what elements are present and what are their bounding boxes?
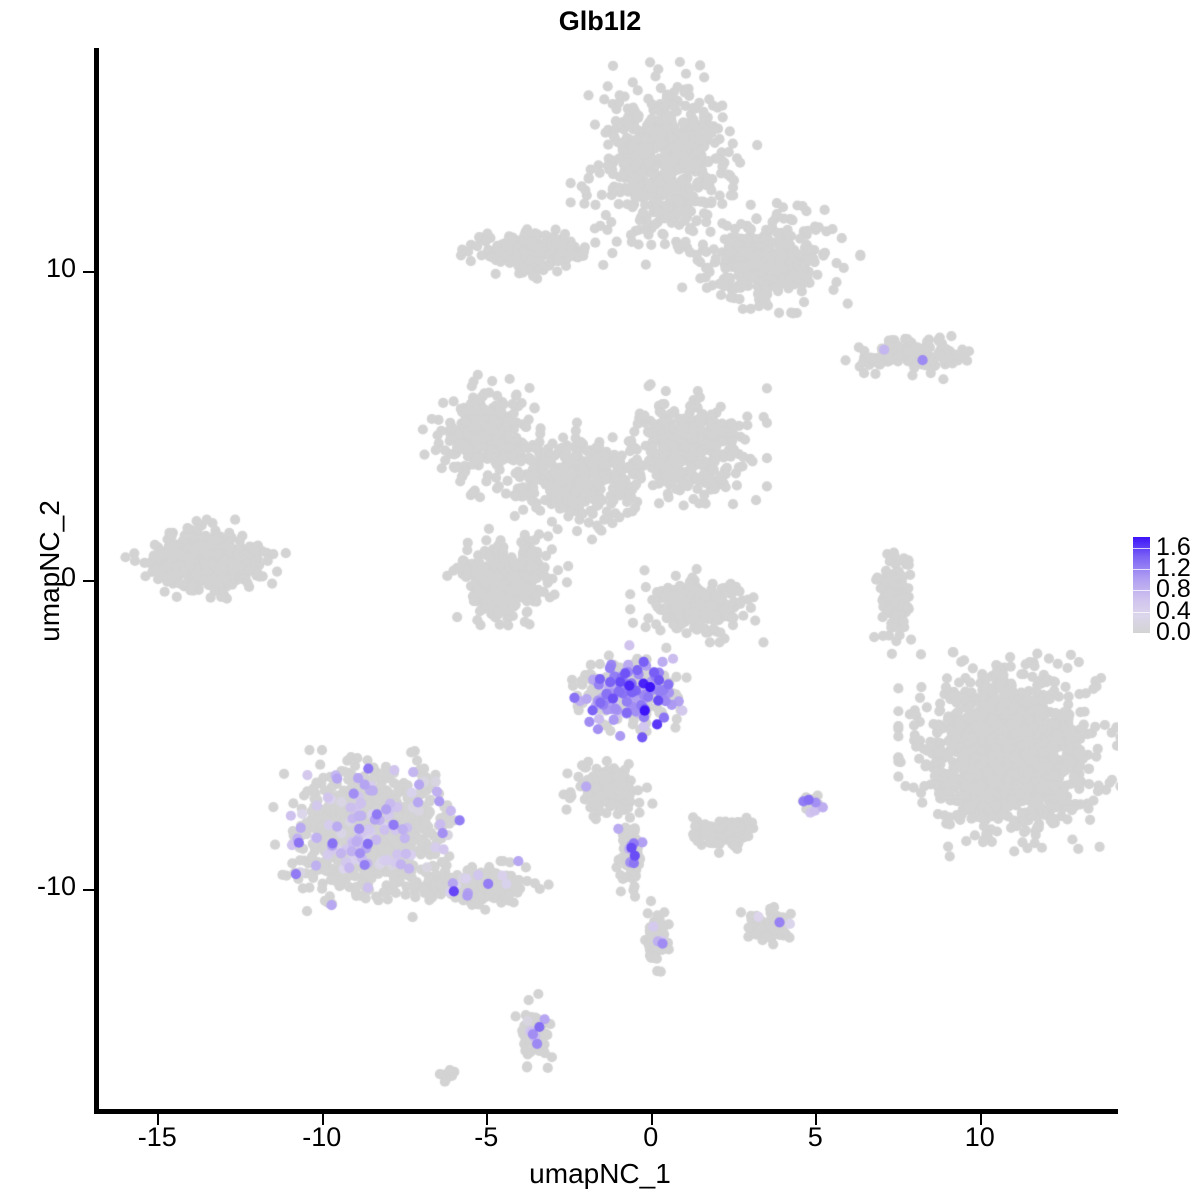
colorbar-tick-label: 0.4 (1156, 596, 1191, 625)
x-tick-label: 0 (643, 1122, 659, 1152)
x-tick (650, 1114, 653, 1125)
y-tick (83, 270, 94, 273)
y-tick-label: 10 (45, 252, 76, 283)
colorbar-tick-label: 1.6 (1156, 532, 1191, 561)
y-tick-label: 0 (60, 562, 76, 592)
colorbar-tick (1133, 569, 1150, 570)
page-title: Glb1l2 (558, 6, 642, 36)
colorbar-legend: 1.6 1.2 0.8 0.4 0.0 (1130, 532, 1200, 645)
x-tick (815, 1114, 818, 1125)
colorbar-tick (1133, 633, 1150, 634)
colorbar-gradient (1133, 537, 1150, 633)
x-tick-label: -15 (137, 1122, 177, 1152)
x-tick-label: -5 (474, 1122, 499, 1152)
y-tick-label: -10 (36, 871, 76, 902)
x-tick (157, 1114, 160, 1125)
x-tick-label: 10 (964, 1122, 995, 1152)
x-tick (979, 1114, 982, 1125)
colorbar-tick-label: 1.2 (1156, 554, 1191, 582)
colorbar-tick-label: 0.0 (1156, 618, 1191, 646)
x-tick-label: -10 (302, 1122, 342, 1152)
colorbar-tick-label: 0.8 (1156, 575, 1191, 604)
colorbar-tick (1133, 547, 1150, 549)
x-tick-label: 5 (807, 1122, 823, 1152)
colorbar-tick (1133, 590, 1150, 592)
x-tick (486, 1114, 489, 1125)
scatter-points-layer (98, 48, 1118, 1112)
y-axis-line (94, 48, 99, 1114)
x-axis-line (94, 1109, 1118, 1114)
x-axis-label: umapNC_1 (529, 1158, 671, 1189)
colorbar-tick (1133, 611, 1150, 613)
plot-panel (98, 48, 1118, 1112)
x-tick (321, 1114, 324, 1125)
y-tick (83, 580, 94, 582)
y-tick (83, 889, 94, 892)
y-axis-label: umapNC_2 (34, 500, 65, 642)
